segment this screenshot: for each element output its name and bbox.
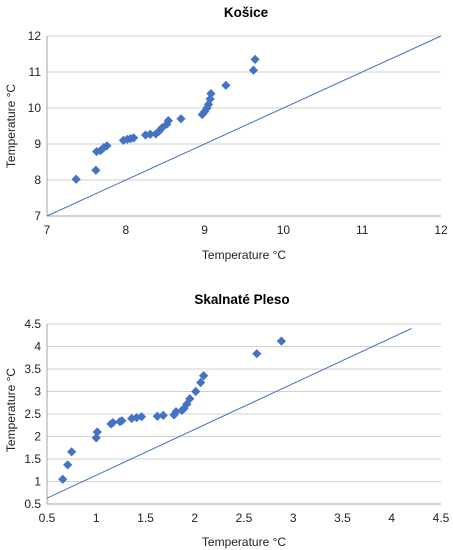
y-tick-label: 4 — [34, 340, 41, 354]
reference-line — [46, 35, 442, 217]
x-tick-label: 9 — [201, 223, 208, 237]
chart-skalnate-pleso: Skalnaté Pleso 0.5 1 1.5 2 2.5 3 3.5 4 4.5 0.5 1 1… — [4, 292, 450, 549]
x-axis-label: Temperature °C — [202, 248, 286, 262]
data-point — [91, 433, 101, 443]
data-point — [145, 129, 155, 139]
x-tick-label: 7 — [44, 223, 51, 237]
data-point — [221, 80, 231, 90]
data-point — [191, 386, 201, 397]
y-tick-labels: 7 8 9 10 11 12 — [28, 29, 42, 223]
y-tick-label: 3.5 — [24, 362, 41, 376]
data-point — [63, 460, 73, 470]
data-point — [276, 336, 287, 346]
y-tick-label: 8 — [34, 173, 41, 187]
chart-title: Skalnaté Pleso — [194, 292, 289, 307]
data-point — [163, 116, 173, 126]
data-point — [152, 411, 162, 421]
axes — [46, 324, 441, 505]
data-point — [196, 377, 206, 388]
axes — [46, 36, 441, 217]
x-tick-label: 4.5 — [433, 511, 450, 525]
x-tick-labels: 0.5 1 1.5 2 2.5 3 3.5 4 4.5 — [39, 511, 450, 525]
y-tick-label: 3 — [34, 385, 41, 399]
y-tick-label: 12 — [28, 29, 42, 43]
data-point — [132, 413, 142, 423]
x-tick-label: 8 — [122, 223, 129, 237]
y-tick-label: 0.5 — [24, 497, 41, 511]
y-tick-label: 2.5 — [24, 407, 41, 421]
data-point — [158, 410, 168, 420]
x-tick-label: 0.5 — [39, 511, 56, 525]
x-tick-label: 3.5 — [334, 511, 351, 525]
data-point — [182, 399, 192, 409]
data-point — [102, 141, 112, 151]
y-tick-label: 2 — [34, 430, 41, 444]
x-tick-label: 2.5 — [236, 511, 253, 525]
data-point — [248, 65, 259, 75]
data-point — [185, 394, 195, 404]
chart-title: Košice — [224, 5, 269, 20]
data-points — [71, 54, 260, 184]
data-point — [206, 89, 216, 99]
y-tick-label: 11 — [29, 65, 42, 79]
y-tick-label: 1 — [34, 475, 41, 489]
data-point — [250, 54, 260, 64]
chart-kosice: Košice 7 8 9 10 11 12 7 8 9 10 11 12 Temperature °… — [4, 5, 448, 262]
x-tick-label: 10 — [277, 223, 291, 237]
data-point — [176, 114, 186, 124]
data-point — [179, 404, 189, 414]
x-tick-label: 4 — [388, 511, 395, 525]
x-axis-label: Temperature °C — [202, 535, 286, 549]
data-point — [205, 94, 215, 104]
y-axis-label: Temperature °C — [4, 368, 18, 452]
data-point — [117, 416, 127, 426]
y-tick-label: 7 — [34, 209, 41, 223]
y-tick-labels: 0.5 1 1.5 2 2.5 3 3.5 4 4.5 — [24, 317, 41, 511]
data-point — [91, 165, 101, 175]
x-tick-label: 2 — [191, 511, 198, 525]
reference-line — [46, 328, 412, 499]
data-point — [108, 417, 118, 428]
x-tick-labels: 7 8 9 10 11 12 — [44, 223, 448, 237]
x-tick-label: 1 — [93, 511, 100, 525]
y-tick-label: 9 — [34, 137, 41, 151]
data-point — [136, 412, 147, 422]
data-point — [92, 427, 102, 437]
y-tick-label: 10 — [28, 101, 42, 115]
y-tick-label: 4.5 — [24, 317, 41, 331]
x-tick-label: 12 — [434, 223, 448, 237]
data-point — [199, 371, 209, 381]
gridlines — [47, 323, 441, 482]
data-point — [58, 474, 68, 484]
data-point — [71, 174, 81, 184]
y-tick-label: 1.5 — [24, 452, 41, 466]
data-point — [252, 349, 262, 359]
gridlines — [47, 35, 441, 181]
data-point — [67, 447, 77, 457]
x-tick-label: 1.5 — [137, 511, 154, 525]
data-point — [169, 410, 179, 420]
x-tick-label: 3 — [290, 511, 297, 525]
y-axis-label: Temperature °C — [4, 84, 18, 168]
data-points — [58, 336, 287, 484]
x-tick-label: 11 — [356, 223, 369, 237]
data-point — [129, 133, 139, 143]
